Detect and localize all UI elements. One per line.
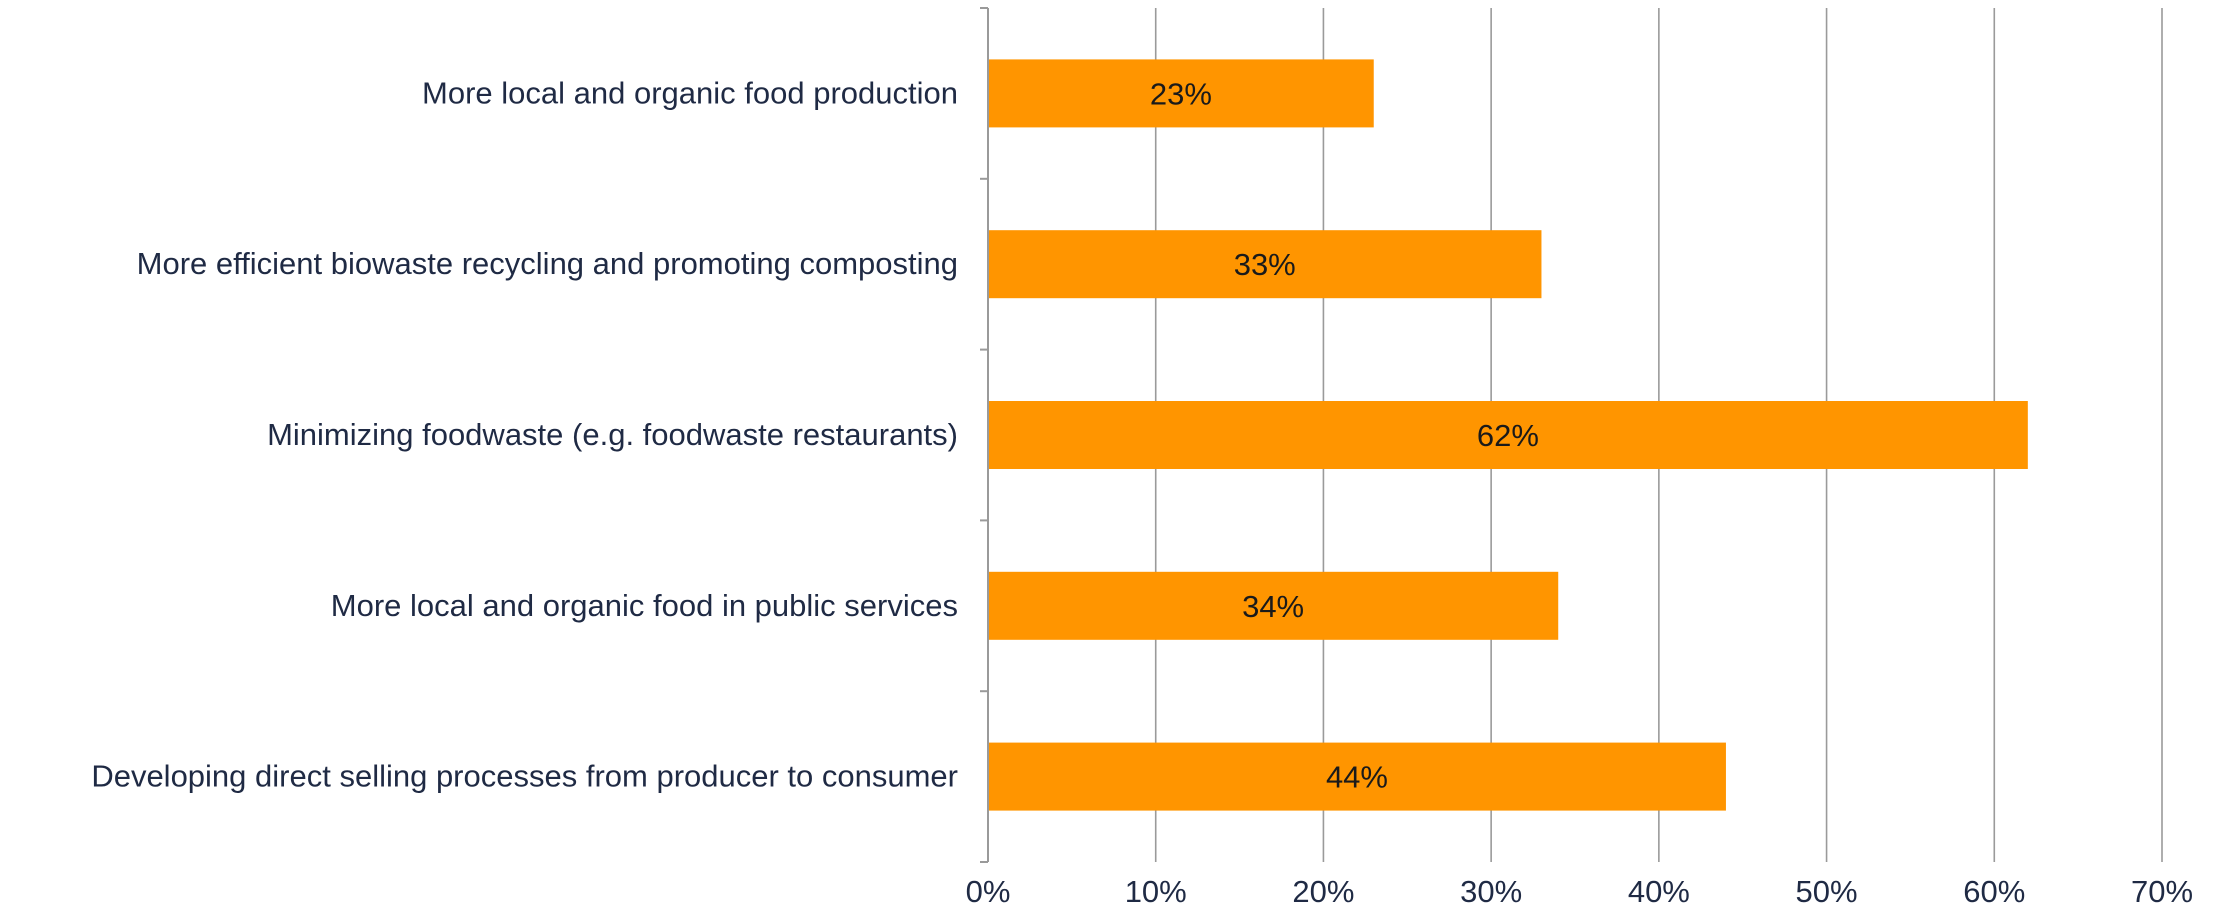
bar: [988, 742, 1726, 811]
x-tick-label: 50%: [1796, 874, 1858, 909]
category-labels: More local and organic food production Mo…: [91, 75, 958, 793]
x-tick-label: 60%: [1963, 874, 2025, 909]
axes: [980, 7, 989, 863]
x-tick-label: 30%: [1460, 874, 1522, 909]
x-tick-label: 70%: [2131, 874, 2193, 909]
category-label: Developing direct selling processes from…: [91, 759, 958, 794]
data-label: 44%: [1326, 760, 1388, 795]
x-tick-label: 40%: [1628, 874, 1690, 909]
x-tick-labels: 0% 10% 20% 30% 40% 50% 60% 70%: [966, 874, 2193, 909]
bar: [988, 59, 1374, 128]
category-label: More local and organic food in public se…: [331, 588, 958, 623]
x-tick-label: 10%: [1125, 874, 1187, 909]
x-tick-label: 0%: [966, 874, 1011, 909]
category-label: More local and organic food production: [422, 75, 958, 110]
x-tick-label: 20%: [1292, 874, 1354, 909]
data-label: 62%: [1477, 418, 1539, 453]
bar: [988, 401, 2028, 469]
data-label: 33%: [1234, 247, 1296, 282]
bars: 23% 33% 62% 34% 44%: [988, 59, 2028, 811]
category-label: Minimizing foodwaste (e.g. foodwaste res…: [267, 417, 958, 452]
data-label: 34%: [1242, 589, 1304, 624]
bar: [988, 571, 1559, 640]
category-label: More efficient biowaste recycling and pr…: [137, 246, 958, 281]
bar: [988, 230, 1542, 299]
data-label: 23%: [1150, 76, 1212, 111]
